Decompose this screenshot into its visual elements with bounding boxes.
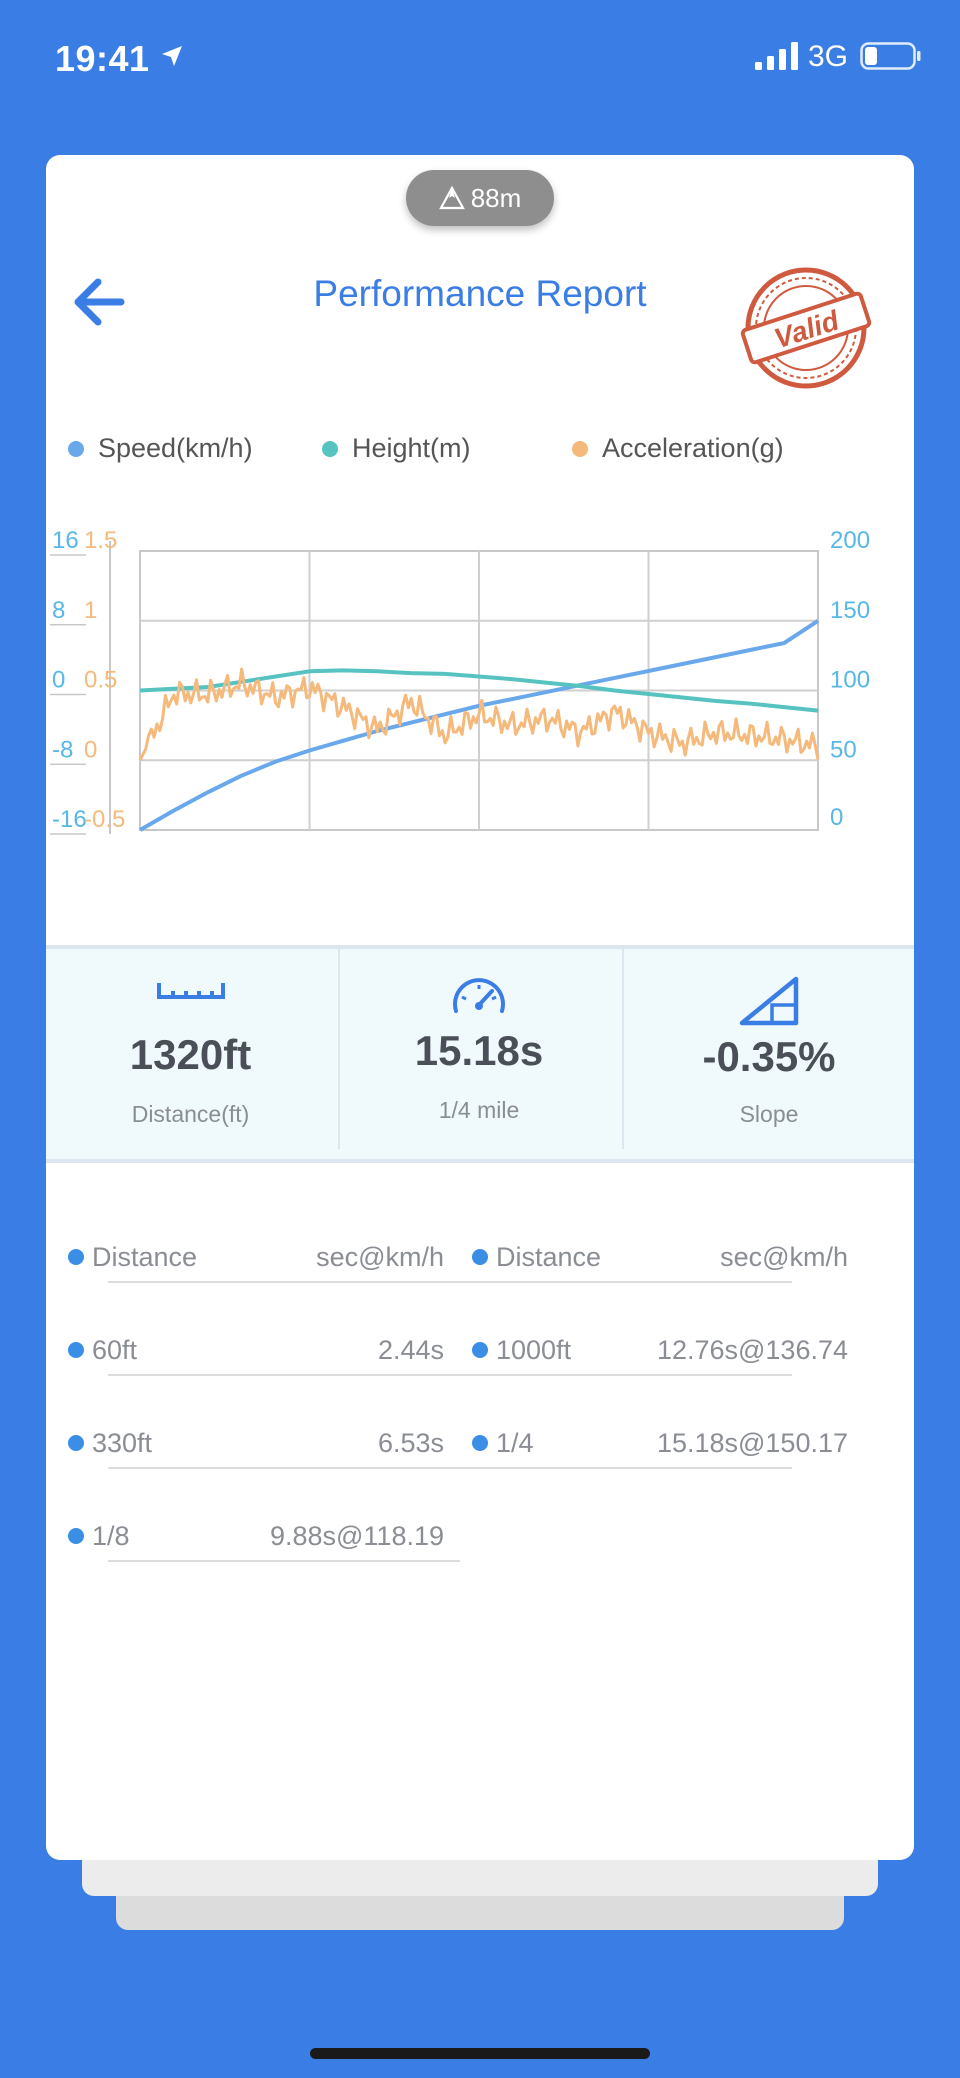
series-height-line	[139, 668, 819, 713]
slope-value: -0.35%	[702, 1033, 836, 1080]
height-legend-dot	[322, 440, 338, 457]
stat-divider	[622, 949, 624, 1149]
series-accel-line	[138, 667, 820, 761]
page-title: Performance Report	[313, 273, 647, 314]
table-header-right-name: Distance	[472, 1237, 601, 1277]
bullet-icon	[472, 1435, 488, 1451]
bullet-icon	[472, 1249, 488, 1265]
speed-tick-label: 150	[830, 597, 870, 624]
stat-quarter-mile: 15.18s 1/4 mile	[338, 949, 620, 1159]
stats-panel: 1320ft Distance(ft) 15.18s 1/4 mile	[46, 945, 914, 1163]
bullet-icon	[68, 1435, 84, 1451]
status-bar: 19:41 3G	[0, 0, 960, 120]
speed-tick-label: 0	[830, 804, 843, 831]
legend-height: Height(m)	[322, 433, 471, 464]
table-header-right-value: sec@km/h	[720, 1241, 848, 1272]
row-divider	[108, 1281, 792, 1283]
bullet-icon	[68, 1528, 84, 1544]
accel-tick-label: 1	[84, 597, 97, 624]
legend-acceleration: Acceleration(g)	[572, 433, 784, 464]
table-header-left-value: sec@km/h	[316, 1241, 444, 1272]
altitude-value: 88m	[470, 182, 522, 213]
split-row-value: 15.18s@150.17	[656, 1427, 848, 1458]
height-tick-label: 8	[52, 597, 65, 624]
split-row-value: 9.88s@118.19	[269, 1520, 444, 1551]
location-arrow-icon	[162, 46, 182, 66]
speed-tick-label: 200	[830, 527, 870, 554]
legend-acceleration-label: Acceleration(g)	[602, 433, 784, 463]
split-row-name: 1000ft	[472, 1330, 571, 1370]
bullet-icon	[68, 1249, 84, 1265]
slope-icon	[739, 976, 799, 1026]
home-indicator[interactable]	[310, 2048, 650, 2059]
split-row-name: 1/8	[68, 1516, 130, 1556]
table-header-left-name: Distance	[68, 1237, 197, 1277]
legend-speed: Speed(km/h)	[68, 433, 253, 464]
speedometer-icon	[453, 978, 505, 1013]
valid-stamp: Valid	[740, 267, 872, 389]
accel-tick-label: 0	[84, 736, 97, 763]
performance-chart: 16 1.5 200 8 1 150 0 0.5 100 -8 0 50 -16-0.5 0	[50, 527, 870, 835]
distance-label: Distance(ft)	[131, 1101, 250, 1127]
network-type: 3G	[808, 40, 849, 73]
legend-speed-label: Speed(km/h)	[98, 433, 253, 463]
ruler-icon	[156, 983, 225, 999]
status-time: 19:41	[55, 38, 150, 79]
series-speed-line	[139, 619, 820, 832]
stat-distance: 1320ft Distance(ft)	[46, 949, 335, 1159]
bullet-icon	[68, 1342, 84, 1358]
height-tick-label: -8	[52, 736, 73, 763]
speed-tick-label: 100	[830, 667, 870, 694]
quarter-mile-label: 1/4 mile	[438, 1097, 520, 1123]
split-row-value: 6.53s	[377, 1427, 444, 1458]
accel-tick-label: -0.5	[84, 806, 125, 833]
signal-icon	[755, 42, 798, 70]
accel-tick-label: 0.5	[84, 667, 117, 694]
distance-value: 1320ft	[129, 1031, 252, 1078]
split-row-name: 60ft	[68, 1330, 137, 1370]
row-divider	[108, 1560, 460, 1562]
height-tick-label: -16	[52, 806, 87, 833]
back-arrow-icon[interactable]	[66, 267, 136, 337]
altitude-badge: 88m	[406, 170, 554, 226]
split-row-value: 2.44s	[377, 1334, 444, 1365]
bullet-icon	[472, 1342, 488, 1358]
mountain-icon	[438, 186, 465, 210]
stat-divider	[338, 949, 340, 1149]
legend-height-label: Height(m)	[352, 433, 471, 463]
speed-tick-label: 50	[830, 736, 857, 763]
split-row-value: 12.76s@136.74	[656, 1334, 848, 1365]
split-row-name: 1/4	[472, 1423, 534, 1463]
report-card: 88m Performance Report Valid Speed(km/h)…	[46, 155, 914, 1860]
acceleration-legend-dot	[572, 440, 588, 457]
accel-tick-label: 1.5	[84, 527, 117, 554]
height-tick-label: 0	[52, 667, 65, 694]
battery-icon	[860, 42, 921, 70]
speed-legend-dot	[68, 440, 84, 457]
split-row-name: 330ft	[68, 1423, 152, 1463]
stat-slope: -0.35% Slope	[624, 949, 914, 1159]
quarter-mile-time: 15.18s	[414, 1027, 544, 1074]
row-divider	[108, 1374, 792, 1376]
row-divider	[108, 1467, 792, 1469]
slope-label: Slope	[739, 1101, 799, 1127]
height-tick-label: 16	[52, 527, 79, 554]
